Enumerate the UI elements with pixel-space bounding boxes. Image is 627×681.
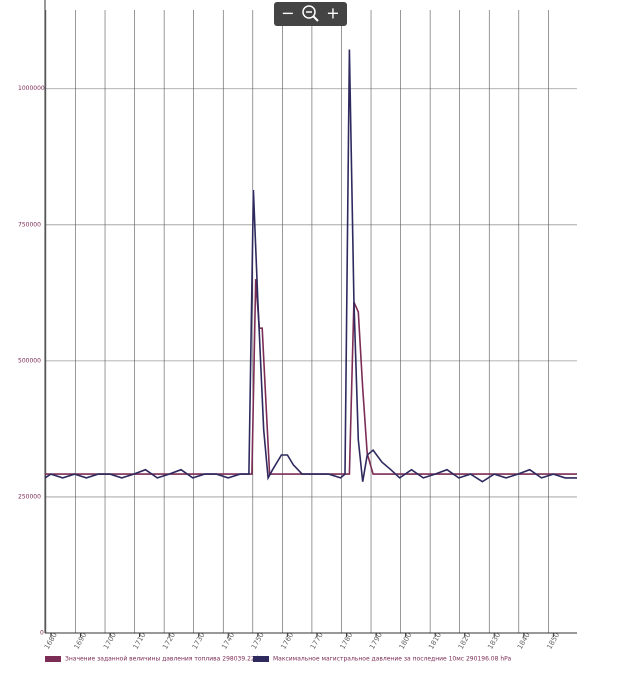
x-tick-label: 1750 — [250, 631, 266, 650]
plot: 0 250000 500000 750000 1000000 1680 1690 1700 17… — [18, 0, 577, 663]
x-tick-label: 1710 — [132, 631, 148, 650]
x-tick-label: 1770 — [309, 631, 325, 650]
x-tick-label: 1780 — [339, 631, 355, 650]
x-tick-label: 1840 — [516, 631, 532, 650]
x-tick-label: 1820 — [457, 631, 473, 650]
y-tick-label: 0 — [40, 630, 44, 637]
zoom-control: − + — [274, 2, 347, 26]
zoom-out[interactable]: − — [281, 4, 294, 23]
series-line — [45, 279, 577, 475]
x-tick-label: 1830 — [486, 631, 502, 650]
zoom-panel — [274, 2, 347, 26]
legend-label: Значение заданной величины давления топл… — [65, 656, 268, 663]
x-tick-label: 1850 — [545, 631, 561, 650]
y-tick-label: 500000 — [18, 357, 41, 364]
x-tick-label: 1800 — [398, 631, 414, 650]
zoom-reset[interactable] — [302, 5, 319, 22]
y-tick-label: 250000 — [18, 493, 41, 500]
x-tick-label: 1730 — [191, 631, 207, 650]
y-tick-label: 750000 — [18, 221, 41, 228]
x-tick-label: 1690 — [73, 631, 89, 650]
legend-label: Максимальное магистральное давление за п… — [273, 656, 511, 663]
x-tick-label: 1720 — [161, 631, 177, 650]
series-line — [44, 49, 577, 483]
x-tick-label: 1760 — [279, 631, 295, 650]
x-tick-label: 1790 — [368, 631, 384, 650]
x-tick-label: 1810 — [427, 631, 443, 650]
legend-swatch — [45, 656, 61, 662]
zoom-in[interactable]: + — [326, 4, 339, 23]
y-tick-label: 1000000 — [18, 85, 45, 92]
x-tick-label: 1700 — [102, 631, 118, 650]
x-tick-label: 1680 — [43, 631, 59, 650]
legend-swatch — [253, 656, 269, 662]
x-tick-label: 1740 — [220, 631, 236, 650]
